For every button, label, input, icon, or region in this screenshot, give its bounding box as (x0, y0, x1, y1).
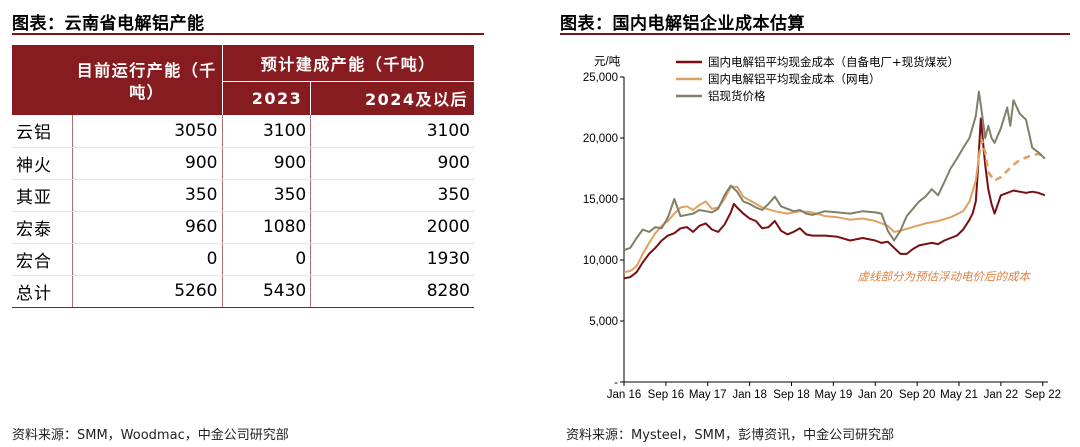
series-line-2 (977, 139, 1046, 182)
series-line-0 (623, 117, 1046, 280)
x-tick-label: Sep 16 (648, 389, 684, 401)
table-header-corner (12, 45, 72, 115)
y-tick-label: - (614, 377, 618, 389)
series-line-1 (623, 156, 980, 274)
current-capacity-cell: 3050 (71, 115, 222, 148)
capacity-2024-cell: 3100 (310, 115, 474, 148)
x-tick-label: Sep 22 (1025, 389, 1061, 401)
header-year-2024-plus: 2024及以后 (310, 81, 474, 115)
capacity-2023-cell: 3100 (221, 115, 311, 148)
legend-label: 国内电解铝平均现金成本（网电） (708, 72, 881, 86)
table-row: 宏合 0 0 1930 (12, 243, 474, 276)
x-tick-label: May 17 (689, 389, 727, 401)
chart-figure-title: 图表：国内电解铝企业成本估算 (560, 14, 805, 34)
x-tick-label: Sep 20 (899, 389, 935, 401)
x-tick-label: Sep 18 (773, 389, 809, 401)
legend-label: 铝现货价格 (708, 89, 766, 103)
y-tick-label: 20,000 (583, 133, 618, 145)
capacity-2023-cell: 5430 (221, 274, 311, 308)
table-row: 云铝 3050 3100 3100 (12, 115, 474, 148)
current-capacity-cell: 900 (71, 147, 222, 180)
capacity-2024-cell: 350 (310, 179, 474, 212)
table-source: 资料来源：SMM，Woodmac，中金公司研究部 (12, 428, 289, 443)
capacity-2023-cell: 900 (221, 147, 311, 180)
company-name-cell: 其亚 (12, 179, 72, 212)
current-capacity-cell: 5260 (71, 274, 222, 308)
x-tick-label: May 21 (940, 389, 978, 401)
chart-title-rule (560, 33, 1070, 35)
capacity-2023-cell: 1080 (221, 211, 311, 244)
capacity-2023-cell: 0 (221, 243, 311, 276)
y-tick-label: 5,000 (589, 316, 618, 328)
table-row: 其亚 350 350 350 (12, 179, 474, 212)
y-unit-label: 元/吨 (594, 55, 621, 68)
table-total-row: 总计 5260 5430 8280 (12, 274, 474, 308)
series-line-3 (623, 90, 1046, 252)
current-capacity-cell: 0 (71, 243, 222, 276)
cost-line-chart: 元/吨 - 5,000 10,000 15,000 20,000 25,000 Jan 16 S… (583, 55, 1061, 401)
y-tick-label: 10,000 (583, 255, 618, 267)
company-name-cell: 总计 (12, 274, 72, 308)
table-title-rule (12, 33, 484, 35)
capacity-table: 目前运行产能（千吨） 预计建成产能（千吨） 2023 2024及以后 云铝 305… (12, 45, 474, 308)
table-figure-title: 图表：云南省电解铝产能 (12, 14, 205, 34)
company-name-cell: 云铝 (12, 115, 72, 148)
header-planned-capacity: 预计建成产能（千吨） (221, 45, 474, 82)
header-year-2023: 2023 (221, 81, 311, 115)
capacity-2024-cell: 900 (310, 147, 474, 180)
capacity-2023-cell: 350 (221, 179, 311, 212)
x-tick-label: Jan 18 (732, 389, 767, 401)
chart-source: 资料来源：Mysteel，SMM，彭博资讯，中金公司研究部 (566, 428, 895, 443)
x-tick-label: May 19 (815, 389, 853, 401)
company-name-cell: 宏泰 (12, 211, 72, 244)
capacity-2024-cell: 1930 (310, 243, 474, 276)
header-current-capacity: 目前运行产能（千吨） (72, 45, 222, 115)
current-capacity-cell: 350 (71, 179, 222, 212)
y-tick-label: 15,000 (583, 194, 618, 206)
table-row: 宏泰 960 1080 2000 (12, 211, 474, 244)
capacity-2024-cell: 8280 (310, 274, 474, 308)
y-tick-label: 25,000 (583, 72, 618, 84)
capacity-2024-cell: 2000 (310, 211, 474, 244)
table-row: 神火 900 900 900 (12, 147, 474, 180)
company-name-cell: 神火 (12, 147, 72, 180)
x-tick-label: Jan 22 (984, 389, 1019, 401)
company-name-cell: 宏合 (12, 243, 72, 276)
x-tick-label: Jan 16 (607, 389, 642, 401)
current-capacity-cell: 960 (71, 211, 222, 244)
x-tick-label: Jan 20 (858, 389, 893, 401)
legend-label: 国内电解铝平均现金成本（自备电厂+现货煤炭） (708, 55, 959, 69)
dashed-line-annotation: 虚线部分为预估浮动电价后的成本 (858, 270, 1032, 284)
